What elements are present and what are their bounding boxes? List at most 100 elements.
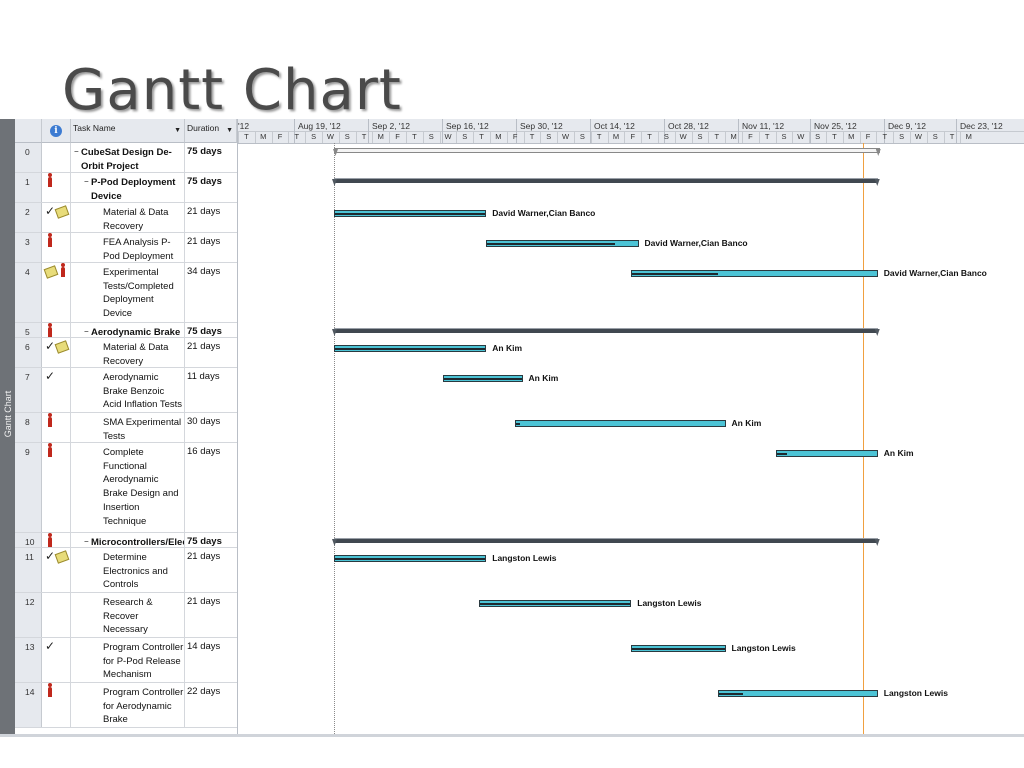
table-row[interactable]: 8 SMA Experimental Tests 30 days bbox=[15, 413, 237, 443]
summary-bar[interactable] bbox=[334, 178, 878, 183]
collapse-toggle-icon[interactable]: − bbox=[74, 147, 79, 156]
task-bar[interactable] bbox=[486, 240, 639, 247]
chevron-down-icon[interactable]: ▼ bbox=[174, 127, 181, 134]
gantt-chart: '12 Aug 19, '12 Sep 2, '12 Sep 16, '12 Sep 3… bbox=[237, 119, 1024, 734]
task-bar[interactable] bbox=[479, 600, 632, 607]
timescale-week-label: Dec 9, '12 bbox=[888, 121, 927, 131]
row-id: 6 bbox=[15, 338, 42, 367]
table-row[interactable]: 13 ✓ Program Controller for P-Pod Release … bbox=[15, 638, 237, 683]
task-bar[interactable] bbox=[334, 345, 487, 352]
table-row[interactable]: 14 Program Controller for Aerodynamic Bra… bbox=[15, 683, 237, 728]
table-row[interactable]: 12 Research & Recover Necessary Controlle… bbox=[15, 593, 237, 638]
project-summary-bar[interactable] bbox=[334, 148, 880, 153]
task-bar[interactable] bbox=[515, 420, 726, 427]
task-bar[interactable] bbox=[776, 450, 878, 457]
task-duration[interactable]: 30 days bbox=[187, 416, 221, 427]
timescale-day-label: M bbox=[377, 132, 384, 141]
table-row[interactable]: 1− P-Pod Deployment Device 75 days bbox=[15, 173, 237, 203]
header-task-name-label: Task Name bbox=[73, 123, 116, 133]
collapse-toggle-icon[interactable]: − bbox=[84, 327, 89, 336]
task-name[interactable]: − Aerodynamic Brake bbox=[71, 323, 185, 337]
task-name-text: Aerodynamic Brake Benzoic Acid Inflation… bbox=[103, 372, 183, 411]
task-duration[interactable]: 21 days bbox=[187, 551, 221, 562]
summary-bar[interactable] bbox=[334, 328, 878, 333]
table-row[interactable]: 4 Experimental Tests/Completed Deployment… bbox=[15, 263, 237, 323]
table-row[interactable]: 5− Aerodynamic Brake 75 days bbox=[15, 323, 237, 338]
task-duration[interactable]: 21 days bbox=[187, 596, 221, 607]
task-name[interactable]: Aerodynamic Brake Benzoic Acid Inflation… bbox=[71, 368, 185, 412]
row-indicators bbox=[42, 143, 71, 172]
task-name[interactable]: − CubeSat Design De-Orbit Project bbox=[71, 143, 185, 172]
timescale-day-divider bbox=[943, 132, 945, 143]
task-duration[interactable]: 14 days bbox=[187, 641, 221, 652]
task-name[interactable]: − P-Pod Deployment Device bbox=[71, 173, 185, 202]
chevron-down-icon[interactable]: ▼ bbox=[226, 127, 233, 134]
table-row[interactable]: 6 ✓ Material & Data Recovery 21 days bbox=[15, 338, 237, 368]
task-duration[interactable]: 16 days bbox=[187, 446, 221, 457]
task-name[interactable]: Determine Electronics and Controls Neces… bbox=[71, 548, 185, 592]
row-indicators: ✓ bbox=[42, 338, 71, 367]
task-name[interactable]: Material & Data Recovery bbox=[71, 203, 185, 232]
table-row[interactable]: 3 FEA Analysis P-Pod Deployment 21 days bbox=[15, 233, 237, 263]
timescale-day-divider bbox=[758, 132, 760, 143]
task-duration[interactable]: 75 days bbox=[187, 536, 222, 547]
task-name[interactable]: Research & Recover Necessary Controllers bbox=[71, 593, 185, 637]
task-duration[interactable]: 75 days bbox=[187, 326, 222, 337]
task-name[interactable]: Material & Data Recovery bbox=[71, 338, 185, 367]
task-name[interactable]: Program Controller for Aerodynamic Brake bbox=[71, 683, 185, 727]
task-progress-bar bbox=[480, 603, 631, 605]
task-duration[interactable]: 21 days bbox=[187, 341, 221, 352]
timescale-week-divider bbox=[590, 119, 591, 143]
resource-label: David Warner,Cian Banco bbox=[644, 238, 748, 248]
timescale-day-divider bbox=[574, 132, 575, 143]
task-name[interactable]: FEA Analysis P-Pod Deployment bbox=[71, 233, 185, 262]
row-indicators bbox=[42, 173, 71, 202]
task-bar[interactable] bbox=[442, 375, 523, 382]
collapse-toggle-icon[interactable]: − bbox=[84, 537, 89, 546]
task-name[interactable]: Experimental Tests/Completed Deployment … bbox=[71, 263, 185, 322]
table-row[interactable]: 0− CubeSat Design De-Orbit Project 75 days bbox=[15, 143, 237, 173]
task-name-text: Material & Data Recovery bbox=[103, 342, 169, 367]
task-duration[interactable]: 11 days bbox=[187, 371, 220, 382]
timescale-day-divider bbox=[473, 132, 475, 143]
task-name[interactable]: Complete Functional Aerodynamic Brake De… bbox=[71, 443, 185, 532]
task-duration[interactable]: 75 days bbox=[187, 146, 222, 157]
summary-bar[interactable] bbox=[334, 538, 878, 543]
timescale-week-divider bbox=[294, 119, 295, 143]
table-row[interactable]: 2 ✓ Material & Data Recovery 21 days bbox=[15, 203, 237, 233]
timescale-day-label: F bbox=[748, 132, 753, 141]
header-indicators-cell[interactable]: i bbox=[42, 119, 71, 143]
timescale-week-divider bbox=[442, 119, 443, 143]
timescale-day-label: M bbox=[495, 132, 502, 141]
task-duration[interactable]: 21 days bbox=[187, 206, 221, 217]
row-id: 12 bbox=[15, 593, 42, 637]
task-duration[interactable]: 75 days bbox=[187, 176, 222, 187]
view-bar[interactable]: Gantt Chart bbox=[0, 119, 15, 734]
table-row[interactable]: 11✓ Determine Electronics and Controls Ne… bbox=[15, 548, 237, 593]
task-bar[interactable] bbox=[631, 645, 726, 652]
header-duration-label: Duration bbox=[187, 123, 220, 133]
header-id-cell[interactable] bbox=[15, 119, 42, 143]
table-row[interactable]: 10 − Microcontrollers/Elec 75 days bbox=[15, 533, 237, 548]
table-row[interactable]: 9 Complete Functional Aerodynamic Brake D… bbox=[15, 443, 237, 533]
collapse-toggle-icon[interactable]: − bbox=[84, 177, 89, 186]
timescale-week-label: Dec 23, '12 bbox=[960, 121, 1003, 131]
task-bar[interactable] bbox=[631, 270, 878, 277]
task-bar[interactable] bbox=[718, 690, 878, 697]
task-bar[interactable] bbox=[334, 555, 487, 562]
header-task-name[interactable]: Task Name ▼ bbox=[71, 119, 185, 143]
task-progress-bar bbox=[777, 453, 788, 455]
task-duration[interactable]: 21 days bbox=[187, 236, 221, 247]
header-duration[interactable]: Duration ▼ bbox=[185, 119, 237, 143]
bottom-scrollbar[interactable] bbox=[0, 734, 1024, 737]
table-row[interactable]: 7 ✓ Aerodynamic Brake Benzoic Acid Inflati… bbox=[15, 368, 237, 413]
task-name[interactable]: SMA Experimental Tests bbox=[71, 413, 185, 442]
task-duration[interactable]: 22 days bbox=[187, 686, 221, 697]
task-progress-bar bbox=[719, 693, 743, 695]
task-name-text: P-Pod Deployment Device bbox=[91, 177, 176, 202]
task-name[interactable]: Program Controller for P-Pod Release Mec… bbox=[71, 638, 185, 682]
task-bar[interactable] bbox=[334, 210, 487, 217]
timescale-day-label: S bbox=[697, 132, 703, 141]
task-duration[interactable]: 34 days bbox=[187, 266, 221, 277]
task-name[interactable]: − Microcontrollers/Elec bbox=[71, 533, 185, 547]
